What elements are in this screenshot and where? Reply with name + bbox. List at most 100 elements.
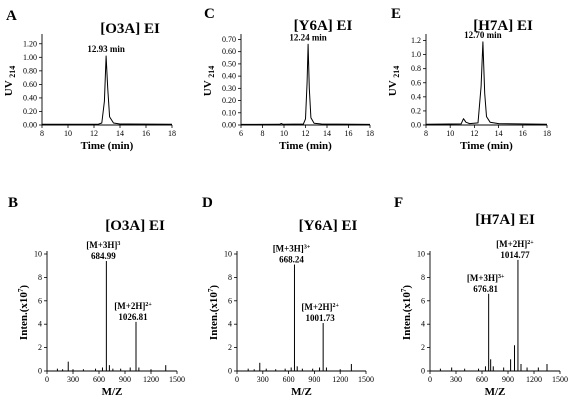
panel-label: B xyxy=(8,195,18,211)
y-tick-label: 0.50 xyxy=(222,59,236,68)
ion-label: [M+2H]2+ xyxy=(301,302,339,312)
y-tick-label: 0.60 xyxy=(222,47,236,56)
y-tick-label: 8 xyxy=(228,273,232,282)
x-tick-label: 18 xyxy=(543,129,551,138)
y-tick-label: 0.20 xyxy=(23,107,37,116)
y-tick-label: 0.10 xyxy=(222,108,236,117)
x-tick-label: 1200 xyxy=(332,375,348,384)
panel-d: D [Y6A] EI 0 300 600 900 1200 1500 0 2 4 6 8 10 M/Z Int… xyxy=(202,195,374,398)
ion-annotation: [M+2H]2+1001.73 xyxy=(301,302,339,323)
y-axis-label: UV 214 xyxy=(3,66,17,96)
y-tick-label: 2 xyxy=(38,343,42,352)
x-tick-label: 18 xyxy=(168,129,176,138)
x-tick-label: 1200 xyxy=(526,375,542,384)
y-tick-label: 0.70 xyxy=(222,35,236,44)
y-tick-label: 0 xyxy=(228,367,232,376)
y-tick-label: 6 xyxy=(228,296,232,305)
y-tick-label: 0.00 xyxy=(222,121,236,130)
x-tick-label: 6 xyxy=(239,129,243,138)
y-tick-label: 2 xyxy=(421,343,425,352)
peak-label: 12.70 min xyxy=(464,30,502,40)
x-tick-label: 0 xyxy=(45,375,49,384)
x-axis-label: M/Z xyxy=(102,386,123,398)
x-tick-label: 12 xyxy=(470,129,478,138)
y-tick-label: 0.0 xyxy=(411,121,421,130)
y-tick-label: 0.80 xyxy=(23,66,37,75)
panel-title: [H7A] EI xyxy=(473,18,533,34)
x-tick-label: 16 xyxy=(142,129,150,138)
x-tick-label: 600 xyxy=(476,375,488,384)
y-tick-label: 0.00 xyxy=(23,121,37,130)
y-axis-label: Inten.(x107) xyxy=(207,285,220,340)
x-axis-label: Time (min) xyxy=(460,140,513,152)
x-tick-label: 16 xyxy=(519,129,527,138)
y-tick-label: 0.40 xyxy=(23,93,37,102)
panel-b: B [O3A] EI 0 300 600 900 1200 1500 0 2 4 6 8 10 M/Z Int… xyxy=(8,195,185,398)
ion-annotation: [M+3H]3+668.24 xyxy=(273,244,311,265)
x-tick-label: 18 xyxy=(366,129,374,138)
panel-title: [H7A] EI xyxy=(475,212,535,228)
ion-label: [M+2H]2+ xyxy=(114,301,152,311)
y-tick-label: 1.0 xyxy=(411,50,421,59)
x-tick-label: 14 xyxy=(495,129,503,138)
chromatogram-line xyxy=(425,41,548,125)
x-tick-label: 14 xyxy=(323,129,331,138)
panel-title: [Y6A] EI xyxy=(294,18,353,34)
mz-value: 676.81 xyxy=(473,284,498,294)
y-tick-label: 1.2 xyxy=(411,36,421,45)
ion-annotation: [M+3H]3+676.81 xyxy=(467,273,505,294)
x-tick-label: 900 xyxy=(308,375,320,384)
x-tick-label: 900 xyxy=(119,375,131,384)
y-tick-label: 4 xyxy=(228,320,232,329)
y-tick-label: 8 xyxy=(421,273,425,282)
ion-annotation: [M+2H]2+1014.77 xyxy=(496,239,534,260)
panel-label: A xyxy=(6,8,17,24)
x-tick-label: 300 xyxy=(67,375,79,384)
y-tick-label: 10 xyxy=(224,250,232,259)
x-tick-label: 300 xyxy=(257,375,269,384)
ion-annotation: [M+2H]2+1026.81 xyxy=(114,301,152,322)
x-tick-label: 900 xyxy=(502,375,514,384)
ion-label: [M+3H]3+ xyxy=(467,273,505,283)
y-tick-label: 1.00 xyxy=(23,53,37,62)
peak-label: 12.24 min xyxy=(289,32,327,42)
panel-title: [Y6A] EI xyxy=(299,218,358,234)
x-tick-label: 1500 xyxy=(169,375,185,384)
mz-value: 668.24 xyxy=(279,255,304,265)
panel-a: A [O3A] EI 8 10 12 14 16 18 0.00 0.20 0.40 0.60 0.80… xyxy=(3,8,176,152)
y-tick-label: 0.60 xyxy=(23,80,37,89)
y-tick-label: 2 xyxy=(228,343,232,352)
y-tick-label: 1.20 xyxy=(23,39,37,48)
x-tick-label: 12 xyxy=(302,129,310,138)
y-tick-label: 8 xyxy=(38,273,42,282)
x-tick-label: 8 xyxy=(424,129,428,138)
mz-value: 1026.81 xyxy=(118,312,148,322)
peak-label: 12.93 min xyxy=(87,44,125,54)
panel-c: C [Y6A] EI 6 8 10 12 14 16 18 0.00 0.10 0.20 0.30 0.4… xyxy=(202,6,374,152)
panel-f: F [H7A] EI 0 300 600 900 1200 1500 0 2 4 6 8 10 M/Z Int… xyxy=(394,195,568,398)
panel-label: C xyxy=(204,6,215,22)
y-tick-label: 4 xyxy=(421,320,425,329)
y-tick-label: 6 xyxy=(38,296,42,305)
x-tick-label: 10 xyxy=(446,129,454,138)
y-axis-label: UV 214 xyxy=(387,66,401,96)
x-tick-label: 0 xyxy=(428,375,432,384)
y-tick-label: 10 xyxy=(34,250,42,259)
x-tick-label: 1200 xyxy=(143,375,159,384)
x-tick-label: 600 xyxy=(93,375,105,384)
y-axis-label: Inten.(x107) xyxy=(17,285,30,340)
x-tick-label: 1500 xyxy=(358,375,374,384)
x-tick-label: 12 xyxy=(90,129,98,138)
x-tick-label: 1500 xyxy=(552,375,568,384)
panel-title: [O3A] EI xyxy=(100,21,160,37)
y-axis-label: UV 214 xyxy=(202,66,216,96)
x-axis-label: Time (min) xyxy=(279,140,332,152)
x-tick-label: 10 xyxy=(64,129,72,138)
panel-e: E [H7A] EI 8 10 12 14 16 18 0.0 0.2 0.4 0.6 0.8 1.0 1.… xyxy=(387,6,551,152)
y-tick-label: 6 xyxy=(421,296,425,305)
x-tick-label: 16 xyxy=(345,129,353,138)
panel-label: F xyxy=(394,195,403,211)
panel-label: E xyxy=(391,6,401,22)
ion-label: [M+2H]2+ xyxy=(496,239,534,249)
